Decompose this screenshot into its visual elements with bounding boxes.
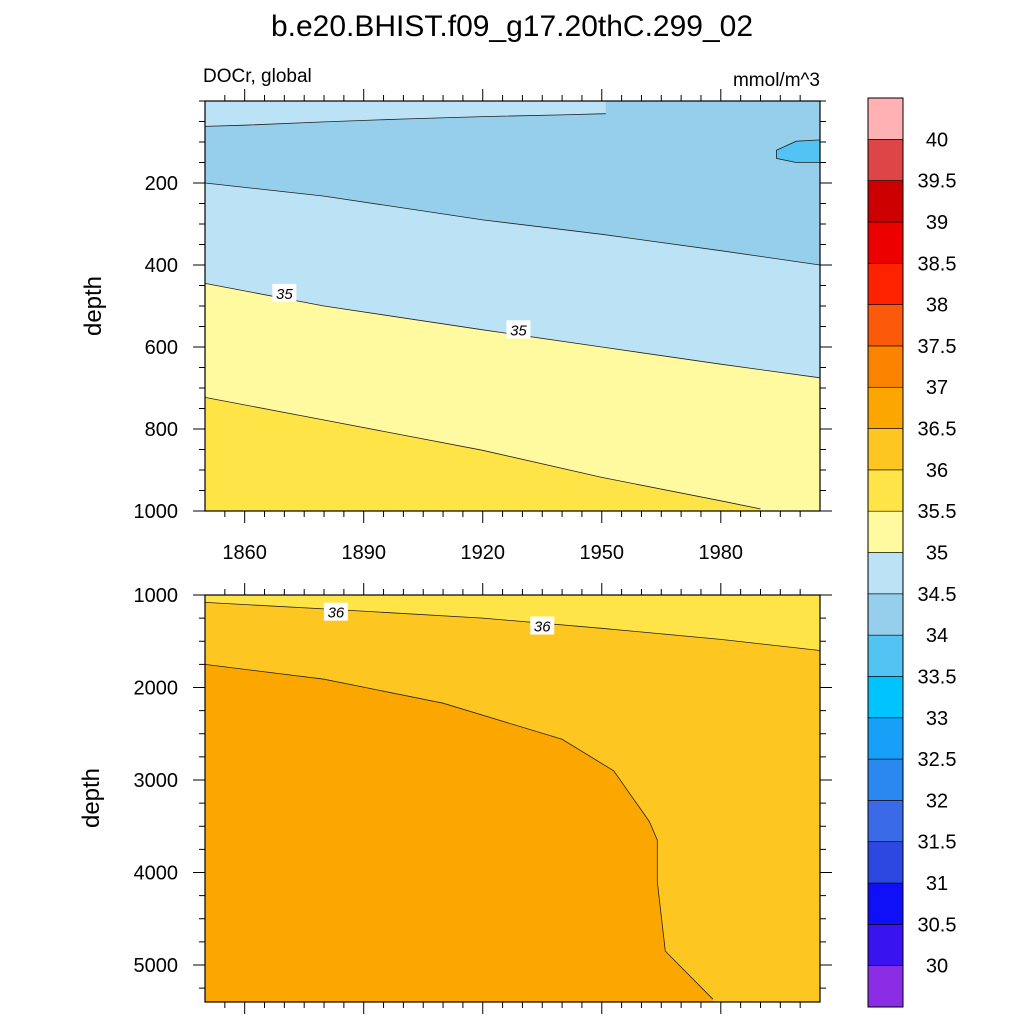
colorbar-swatch-16 (867, 304, 904, 347)
units-label: mmol/m^3 (733, 70, 820, 91)
colorbar-label-40: 40 (926, 129, 948, 151)
lower-y-tick-label-5000: 5000 (134, 955, 179, 977)
lower-y-tick-label-2000: 2000 (134, 678, 179, 700)
colorbar-label-34.5: 34.5 (918, 584, 957, 606)
colorbar-label-30.5: 30.5 (918, 914, 957, 936)
upper-y-tick-label-800: 800 (145, 419, 178, 441)
colorbar-label-31.5: 31.5 (918, 832, 957, 854)
colorbar-label-30: 30 (926, 956, 948, 978)
colorbar-swatch-5 (867, 758, 904, 801)
upper-contour-35 (204, 283, 821, 379)
colorbar-swatch-17 (867, 262, 904, 305)
colorbar-swatch-20 (867, 139, 904, 181)
colorbar-swatch-11 (867, 510, 904, 553)
lower-contour-36.5 (204, 664, 714, 1000)
lower-y-tick-label-4000: 4000 (134, 863, 179, 885)
x-tick-label-1950: 1950 (580, 542, 625, 564)
colorbar-label-32: 32 (926, 790, 948, 812)
chart-title: b.e20.BHIST.f09_g17.20thC.299_02 (271, 10, 753, 43)
x-tick-label-1920: 1920 (460, 542, 505, 564)
lower-panel-fill (205, 595, 820, 1002)
lower-band-below-36.5 (205, 664, 713, 1002)
colorbar-swatch-0 (867, 965, 904, 1008)
upper-panel-contour-labels: 35 35 (272, 283, 531, 339)
upper-panel-contours (204, 113, 821, 510)
upper-panel-ticks (193, 89, 832, 523)
upper-panel-fill (205, 101, 820, 511)
lower-contour-label-box-0 (323, 602, 348, 621)
colorbar-swatch-13 (867, 428, 904, 471)
lower-contour-label-1: 36 (534, 619, 551, 636)
colorbar-label-39: 39 (926, 212, 948, 234)
colorbar-label-33: 33 (926, 708, 948, 730)
colorbar-frame (867, 97, 904, 1008)
colorbar-swatch-9 (867, 593, 904, 636)
upper-band-below-35.5 (205, 397, 761, 511)
x-tick-label-1980: 1980 (699, 542, 744, 564)
colorbar-swatch-4 (867, 800, 904, 843)
upper-contour-34 (204, 182, 821, 266)
colorbar-swatch-10 (867, 552, 904, 595)
colorbar-label-37.5: 37.5 (918, 336, 957, 358)
lower-panel-y-tick-labels: 1000 2000 3000 4000 5000 (134, 585, 179, 977)
upper-contour-label-0: 35 (276, 286, 293, 303)
colorbar-swatch-15 (867, 345, 904, 388)
lower-contour-label-box-1 (530, 616, 555, 635)
x-tick-labels: 1860 1890 1920 1950 1980 (222, 542, 743, 564)
x-tick-label-1890: 1890 (341, 542, 386, 564)
colorbar-label-32.5: 32.5 (918, 749, 957, 771)
lower-panel-frame (204, 594, 821, 1003)
colorbar-swatch-21 (867, 97, 904, 140)
upper-y-axis-title: depth (80, 276, 107, 336)
colorbar-swatch-3 (867, 841, 904, 884)
colorbar-swatch-8 (867, 634, 904, 677)
colorbar: 30 30.5 31 31.5 32 32.5 33 33.5 34 34.5 35 35.5 36 36… (867, 97, 957, 1008)
colorbar-swatch-12 (867, 469, 904, 512)
lower-y-tick-label-3000: 3000 (134, 770, 179, 792)
colorbar-swatch-19 (867, 180, 904, 223)
lower-panel-ticks (193, 583, 832, 1014)
colorbar-label-38: 38 (926, 295, 948, 317)
colorbar-swatch-18 (867, 221, 904, 264)
upper-contour-34.5 (204, 113, 606, 127)
colorbar-swatch-14 (867, 386, 904, 429)
x-tick-label-1860: 1860 (222, 542, 267, 564)
lower-panel: 36 36 1000 2000 3000 4000 5000 depth (78, 583, 832, 1014)
upper-panel: 35 35 200 400 600 800 1000 depth (80, 89, 832, 523)
upper-contour-35.5 (204, 397, 761, 510)
variable-label: DOCr, global (203, 66, 312, 87)
upper-y-tick-label-600: 600 (145, 337, 178, 359)
upper-y-tick-label-200: 200 (145, 173, 178, 195)
upper-panel-y-tick-labels: 200 400 600 800 1000 (134, 173, 179, 523)
colorbar-label-35: 35 (926, 543, 948, 565)
lower-panel-contour-labels: 36 36 (323, 602, 555, 636)
upper-band-surface-strip (205, 101, 606, 127)
lower-y-axis-title: depth (78, 768, 105, 828)
lower-contour-label-0: 36 (328, 605, 345, 622)
colorbar-swatch-6 (867, 717, 904, 760)
colorbar-swatch-7 (867, 676, 904, 719)
upper-y-tick-label-400: 400 (145, 255, 178, 277)
colorbar-label-37: 37 (926, 377, 948, 399)
colorbar-label-36: 36 (926, 460, 948, 482)
colorbar-label-36.5: 36.5 (918, 419, 957, 441)
colorbar-label-34: 34 (926, 625, 948, 647)
upper-contour-label-box-0 (272, 283, 297, 302)
lower-y-tick-label-1000: 1000 (134, 585, 179, 607)
colorbar-label-38.5: 38.5 (918, 253, 957, 275)
colorbar-label-35.5: 35.5 (918, 501, 957, 523)
upper-y-tick-label-1000: 1000 (134, 501, 179, 523)
upper-contour-label-box-1 (506, 320, 531, 339)
colorbar-label-33.5: 33.5 (918, 666, 957, 688)
upper-contour-label-1: 35 (510, 322, 527, 339)
colorbar-label-39.5: 39.5 (918, 171, 957, 193)
colorbar-label-31: 31 (926, 873, 948, 895)
colorbar-swatch-2 (867, 882, 904, 925)
colorbar-swatch-1 (867, 924, 904, 966)
